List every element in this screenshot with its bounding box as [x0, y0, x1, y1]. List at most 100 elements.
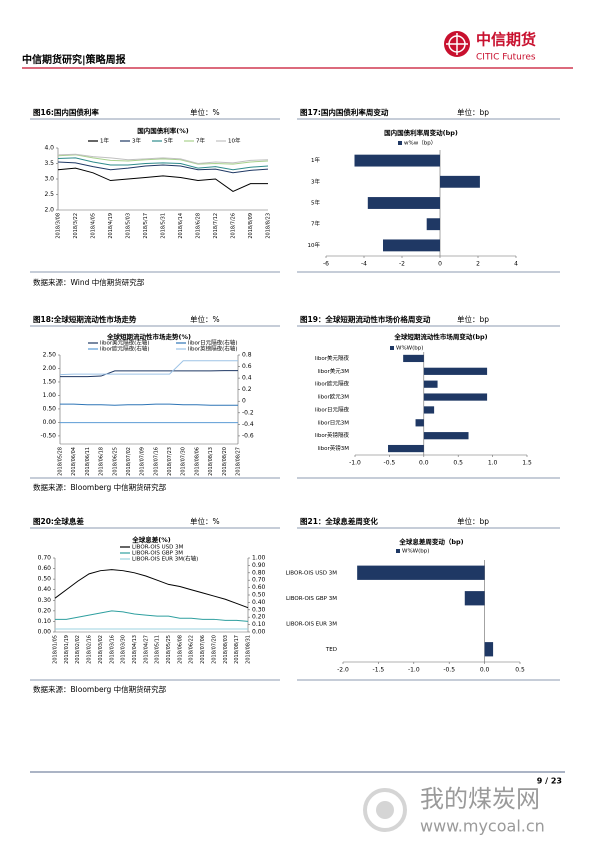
- category-label: 3年: [311, 177, 320, 185]
- bar: [354, 154, 440, 167]
- series-line: [59, 360, 238, 376]
- figure-caption: 图19：全球短期流动性市场价格周变动: [300, 314, 431, 324]
- figure-unit: 单位：bp: [457, 314, 489, 324]
- legend-swatch: [396, 549, 400, 553]
- y-tick-label: 2.5: [44, 191, 54, 198]
- y-tick-label: 0.60: [38, 565, 52, 572]
- x-tick-label: 2018/07/02: [126, 447, 132, 476]
- figure-caption: 图16:国内国债利率: [33, 107, 99, 117]
- x-tick-label: 2018/02/02: [75, 635, 81, 664]
- watermark-name: 我的煤炭网: [420, 785, 540, 813]
- x-tick-label: 2018/4/19: [108, 213, 114, 239]
- y2-tick-label: 0.10: [252, 621, 266, 628]
- x-tick-label: 2018/07/16: [153, 447, 159, 476]
- x-tick-label: -2: [399, 261, 405, 268]
- y-tick-label: 0.40: [38, 586, 52, 593]
- source-note: 数据来源：Bloomberg 中信期货研究部: [33, 482, 167, 492]
- category-label: libor欧元隔夜: [315, 380, 350, 388]
- series-line: [60, 403, 238, 406]
- legend-label: 10年: [228, 137, 241, 145]
- x-tick-label: 2018/06/04: [71, 447, 77, 476]
- x-tick-label: 2018/04/13: [132, 635, 138, 664]
- figure-unit: 单位：%: [190, 314, 220, 324]
- y2-tick-label: 0.50: [252, 592, 266, 599]
- chart-title: 国内国债利率周变动(bp): [384, 128, 458, 137]
- category-label: libor日元隔夜: [315, 405, 350, 413]
- x-tick-label: -1.0: [349, 460, 361, 467]
- x-tick-label: 2018/7/12: [213, 213, 219, 239]
- y2-tick-label: -0.4: [242, 421, 254, 428]
- x-tick-label: 2018/08/13: [208, 447, 214, 476]
- y-tick-label: 3.5: [44, 160, 54, 167]
- x-tick-label: -1.5: [373, 667, 385, 674]
- bar: [403, 354, 424, 363]
- figure-unit: 单位：%: [190, 107, 220, 117]
- chart-title: 全球短期流动性市场走势(%): [106, 332, 191, 341]
- chart-title: 国内国债利率(%): [137, 126, 188, 135]
- legend-label: libor美元隔夜(左轴): [100, 339, 149, 347]
- category-label: TED: [325, 647, 337, 653]
- x-tick-label: 2018/01/19: [64, 635, 70, 664]
- x-tick-label: 2018/8/09: [248, 213, 254, 239]
- x-tick-label: 2018/8/23: [266, 213, 272, 239]
- y2-tick-label: 0.20: [252, 614, 266, 621]
- x-tick-label: 2018/3/22: [73, 213, 79, 239]
- chart-title: 全球息差周变动（bp): [398, 537, 463, 546]
- category-label: libor日元3M: [318, 419, 350, 426]
- y-tick-label: -0.50: [40, 432, 56, 439]
- x-tick-label: 0.5: [453, 460, 463, 467]
- category-label: 5年: [311, 199, 320, 207]
- category-label: 7年: [311, 220, 320, 228]
- y-tick-label: 0.10: [38, 618, 52, 625]
- x-tick-label: 2018/05/28: [58, 447, 64, 476]
- logo: [444, 31, 470, 57]
- y2-tick-label: 1.00: [252, 555, 266, 562]
- series-line: [57, 167, 268, 192]
- x-tick-label: 2018/6/28: [196, 213, 202, 239]
- bar: [423, 367, 488, 375]
- category-label: libor欧元3M: [318, 393, 350, 401]
- category-label: LIBOR-OIS USD 3M: [286, 570, 338, 576]
- x-tick-label: 2018/08/03: [223, 635, 229, 664]
- header-title: 中信期货研究|策略周报: [22, 53, 126, 66]
- figure-caption: 图20:全球息差: [33, 516, 84, 526]
- x-tick-label: 2018/4/05: [91, 213, 97, 239]
- watermark-url: www.mycoal.cn: [420, 817, 545, 836]
- category-label: LIBOR-OIS GBP 3M: [286, 596, 337, 602]
- x-tick-label: 2018/06/11: [85, 447, 91, 476]
- series-line: [60, 370, 238, 378]
- y-tick-label: 0.50: [38, 576, 52, 583]
- legend-label: 3年: [132, 137, 141, 145]
- bar: [423, 432, 469, 440]
- bar: [367, 197, 440, 209]
- bar: [484, 642, 494, 657]
- x-tick-label: -0.5: [443, 667, 455, 674]
- x-tick-label: 2018/6/14: [178, 213, 184, 239]
- bar: [423, 380, 438, 388]
- x-tick-label: 2018/01/05: [53, 635, 59, 664]
- x-tick-label: 2018/08/27: [236, 447, 242, 476]
- bar: [383, 239, 440, 252]
- x-tick-label: -4: [361, 261, 367, 268]
- x-tick-label: 2018/05/11: [155, 635, 161, 664]
- y-tick-label: 2.0: [44, 207, 54, 214]
- series-line: [55, 610, 249, 622]
- y2-tick-label: -0.2: [242, 409, 254, 416]
- y2-tick-label: 0: [242, 398, 246, 405]
- bar: [357, 565, 485, 580]
- bar: [423, 393, 488, 401]
- legend-label: LIBOR-OIS EUR 3M(右轴): [132, 555, 198, 563]
- legend-swatch: [398, 141, 402, 145]
- y2-tick-label: 0.60: [252, 584, 266, 591]
- x-tick-label: 0: [438, 261, 442, 268]
- x-tick-label: 2018/02/16: [87, 635, 93, 664]
- y-tick-label: 1.50: [43, 378, 57, 385]
- y-tick-label: 2.50: [43, 352, 57, 359]
- series-line: [57, 154, 269, 165]
- y-tick-label: 0.00: [38, 629, 52, 636]
- legend-label: W%W(bp): [402, 549, 429, 555]
- x-tick-label: 2018/5/17: [143, 213, 149, 239]
- watermark-logo: [363, 788, 407, 832]
- category-label: 1年: [311, 156, 320, 164]
- x-tick-label: 2018/08/31: [246, 635, 252, 664]
